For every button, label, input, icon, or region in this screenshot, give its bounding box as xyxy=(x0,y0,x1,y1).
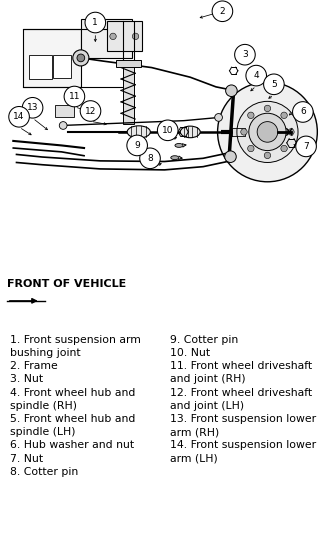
Text: 14: 14 xyxy=(13,112,25,122)
Text: 10: 10 xyxy=(162,126,173,135)
Text: 5. Front wheel hub and: 5. Front wheel hub and xyxy=(10,414,135,424)
Ellipse shape xyxy=(180,126,200,138)
Text: 3. Nut: 3. Nut xyxy=(10,375,43,384)
Circle shape xyxy=(248,112,254,119)
Text: spindle (RH): spindle (RH) xyxy=(10,401,77,411)
Circle shape xyxy=(9,107,29,127)
Text: 12: 12 xyxy=(85,107,96,116)
Circle shape xyxy=(80,101,101,122)
Ellipse shape xyxy=(127,126,150,138)
Text: 1: 1 xyxy=(92,18,98,27)
Text: 9: 9 xyxy=(134,141,140,150)
Circle shape xyxy=(217,82,317,182)
Text: 4: 4 xyxy=(253,71,259,80)
Circle shape xyxy=(22,97,43,118)
Circle shape xyxy=(264,74,284,95)
Text: 11. Front wheel driveshaft: 11. Front wheel driveshaft xyxy=(170,361,312,371)
Text: arm (RH): arm (RH) xyxy=(170,427,219,437)
Circle shape xyxy=(127,135,147,156)
Text: 8: 8 xyxy=(147,154,153,163)
Circle shape xyxy=(281,145,287,152)
Text: 6: 6 xyxy=(300,107,306,117)
Circle shape xyxy=(157,120,178,141)
Text: 11: 11 xyxy=(69,92,80,101)
Circle shape xyxy=(264,105,271,112)
Circle shape xyxy=(212,1,233,21)
Ellipse shape xyxy=(171,156,179,159)
Text: 9. Cotter pin: 9. Cotter pin xyxy=(170,335,238,345)
Circle shape xyxy=(241,129,247,135)
Text: 8. Cotter pin: 8. Cotter pin xyxy=(10,467,78,477)
Circle shape xyxy=(281,112,287,119)
Ellipse shape xyxy=(175,144,183,147)
Bar xyxy=(55,104,74,118)
Text: spindle (LH): spindle (LH) xyxy=(10,427,75,437)
Text: 5: 5 xyxy=(271,80,277,89)
Circle shape xyxy=(140,148,160,169)
Bar xyxy=(107,21,142,52)
Text: and joint (RH): and joint (RH) xyxy=(170,375,246,384)
Circle shape xyxy=(64,86,85,107)
Circle shape xyxy=(296,136,316,157)
Text: 10. Nut: 10. Nut xyxy=(170,348,210,358)
Circle shape xyxy=(77,54,85,62)
Text: 14. Front suspension lower: 14. Front suspension lower xyxy=(170,441,316,450)
Text: 2: 2 xyxy=(219,7,225,16)
Circle shape xyxy=(237,101,298,162)
Text: arm (LH): arm (LH) xyxy=(170,454,218,464)
Circle shape xyxy=(235,45,255,65)
Circle shape xyxy=(292,102,313,122)
Text: FRONT OF VEHICLE: FRONT OF VEHICLE xyxy=(7,279,126,289)
Bar xyxy=(115,59,141,67)
Text: 7: 7 xyxy=(303,142,309,151)
Bar xyxy=(23,29,81,87)
Text: 7. Nut: 7. Nut xyxy=(10,454,43,464)
Bar xyxy=(123,66,134,124)
Bar xyxy=(29,54,52,79)
Text: 2. Frame: 2. Frame xyxy=(10,361,58,371)
Text: 13: 13 xyxy=(27,103,38,112)
Circle shape xyxy=(110,33,116,40)
Circle shape xyxy=(132,33,139,40)
Circle shape xyxy=(257,122,278,142)
Text: 4. Front wheel hub and: 4. Front wheel hub and xyxy=(10,388,135,398)
Circle shape xyxy=(226,85,237,97)
Circle shape xyxy=(264,152,271,158)
Bar xyxy=(81,19,132,58)
Circle shape xyxy=(85,12,106,33)
Circle shape xyxy=(225,151,236,162)
Text: 3: 3 xyxy=(242,50,248,59)
Bar xyxy=(54,56,71,78)
Text: 13. Front suspension lower: 13. Front suspension lower xyxy=(170,414,316,424)
Circle shape xyxy=(246,65,266,86)
Text: 6. Hub washer and nut: 6. Hub washer and nut xyxy=(10,441,134,450)
Circle shape xyxy=(215,114,222,122)
Circle shape xyxy=(73,50,89,66)
Text: 1. Front suspension arm: 1. Front suspension arm xyxy=(10,335,141,345)
Text: bushing joint: bushing joint xyxy=(10,348,81,358)
Circle shape xyxy=(59,122,67,129)
Text: and joint (LH): and joint (LH) xyxy=(170,401,244,411)
Polygon shape xyxy=(232,128,245,136)
Circle shape xyxy=(248,145,254,152)
Circle shape xyxy=(249,113,286,151)
Circle shape xyxy=(288,129,294,135)
Text: 12. Front wheel driveshaft: 12. Front wheel driveshaft xyxy=(170,388,312,398)
